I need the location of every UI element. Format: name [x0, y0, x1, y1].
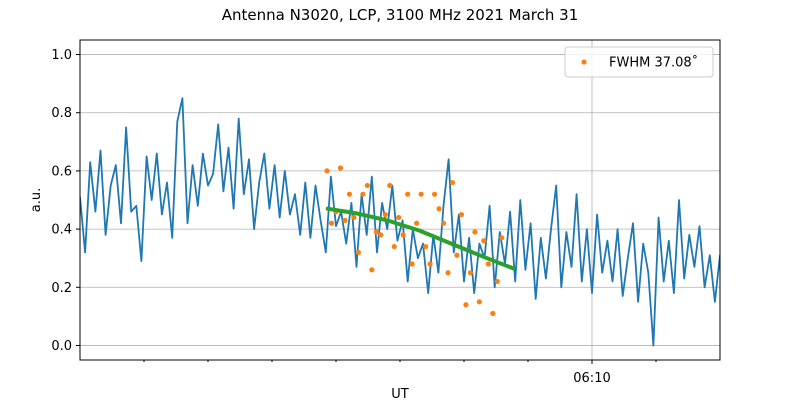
data-point [467, 270, 473, 276]
y-tick-label: 1.0 [51, 48, 72, 63]
data-point [472, 229, 478, 235]
data-line [325, 206, 516, 271]
data-line [80, 97, 720, 347]
data-point [485, 261, 491, 267]
data-point [427, 261, 433, 267]
data-point [445, 270, 451, 276]
data-point [481, 238, 487, 244]
plot-area [80, 97, 720, 347]
chart-title: Antenna N3020, LCP, 3100 MHz 2021 March … [222, 6, 579, 24]
y-tick-label: 0.0 [51, 339, 72, 354]
data-point [440, 220, 447, 226]
data-point [436, 206, 442, 212]
data-point [373, 229, 379, 235]
legend-box [564, 46, 714, 78]
data-point [418, 191, 424, 197]
x-tick-label: 06:10 [573, 371, 610, 386]
data-point [454, 252, 460, 258]
axes-frame [79, 39, 721, 361]
data-point [391, 243, 397, 250]
data-point [382, 211, 388, 218]
data-point [414, 220, 420, 226]
data-point [494, 278, 500, 285]
data-point [369, 267, 375, 273]
data-point [405, 191, 411, 197]
y-tick-label: 0.6 [51, 164, 72, 179]
data-point [328, 220, 335, 226]
data-point [396, 214, 402, 221]
x-axis-label: UT [391, 387, 409, 400]
legend-marker [581, 59, 587, 65]
y-tick-label: 0.8 [51, 106, 72, 121]
data-point [400, 232, 406, 238]
data-point [351, 214, 357, 221]
data-point [463, 302, 469, 308]
data-point [499, 235, 505, 241]
data-point [490, 310, 496, 317]
data-point [423, 243, 429, 250]
data-point [360, 191, 366, 197]
data-point [342, 217, 348, 223]
data-point [337, 165, 344, 171]
data-point [476, 299, 482, 305]
data-point [324, 168, 330, 174]
legend-label: FWHM 37.08˚ [609, 55, 698, 71]
y-axis-label: a.u. [29, 188, 44, 212]
data-point [431, 191, 438, 197]
data-point [458, 211, 465, 218]
y-tick-label: 0.2 [51, 281, 72, 296]
data-point [346, 191, 353, 197]
data-point [449, 179, 456, 186]
data-point [364, 182, 370, 189]
y-tick-label: 0.4 [51, 223, 72, 238]
data-point [355, 249, 361, 255]
data-point [387, 182, 393, 189]
data-point [378, 232, 384, 238]
data-point [409, 261, 415, 267]
